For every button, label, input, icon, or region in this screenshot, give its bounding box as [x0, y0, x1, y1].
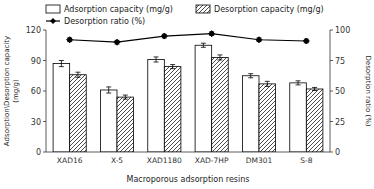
bar	[117, 97, 134, 152]
y2-tick	[330, 60, 333, 61]
y-tick-label: 120	[26, 26, 41, 35]
legend-swatch	[46, 5, 60, 13]
y2-tick-label: 50	[335, 87, 345, 96]
legend: Adsorption capacity (mg/g) Desorption cap…	[46, 5, 324, 26]
y-tick	[43, 91, 46, 92]
x-axis-line	[46, 152, 330, 153]
error-bar	[59, 61, 64, 67]
x-tick-label: XAD-7HP	[195, 156, 229, 165]
bar	[212, 57, 229, 152]
y-tick	[43, 152, 46, 153]
y-tick	[43, 30, 46, 31]
error-bar	[217, 55, 222, 60]
bar	[164, 67, 181, 152]
error-bar	[312, 87, 317, 90]
legend-label: Desorption ratio (%)	[64, 17, 145, 26]
marker	[209, 31, 215, 37]
x-tick-label: X-5	[111, 156, 123, 165]
bar	[259, 84, 276, 152]
y-tick	[43, 121, 46, 122]
x-tick-label: XAD1180	[147, 156, 182, 165]
x-tick-label: DM301	[246, 156, 273, 165]
y2-tick	[330, 30, 333, 31]
y-axis-label: Adsorption\Desorption capacity(mg/g)	[3, 36, 20, 146]
marker	[114, 39, 120, 45]
legend-label: Adsorption capacity (mg/g)	[64, 5, 173, 14]
y-tick-label: 90	[31, 57, 41, 66]
bar	[70, 75, 87, 152]
error-bar	[170, 65, 175, 69]
error-bar	[248, 74, 253, 78]
legend-swatch	[196, 5, 210, 13]
chart: 0 30 60 90 120 0 25 50 75 100 XAD16 X-5 XAD1180 XAD-7…	[0, 0, 374, 189]
legend-marker	[50, 18, 56, 24]
marker	[303, 38, 309, 44]
marker	[256, 37, 262, 43]
axes: 0 30 60 90 120 0 25 50 75 100 XAD16 X-5 XAD1180 XAD-7…	[26, 26, 351, 165]
y-axis-label-line: Adsorption\Desorption capacity	[3, 36, 11, 146]
error-bar	[201, 43, 206, 47]
bar	[306, 89, 323, 152]
y2-tick	[330, 91, 333, 92]
y2-tick	[330, 152, 333, 153]
error-bar	[296, 81, 301, 85]
bar	[242, 76, 259, 152]
y2-axis-label: Desorption ratio (%)	[364, 55, 372, 126]
bar	[53, 64, 70, 152]
y2-tick-label: 0	[335, 148, 340, 157]
marker	[161, 33, 167, 39]
error-bar	[265, 81, 270, 86]
x-tick-label: XAD16	[57, 156, 83, 165]
legend-label: Desorption capacity (mg/g)	[214, 5, 324, 14]
plot-marks	[53, 31, 323, 152]
y2-tick-label: 75	[335, 57, 345, 66]
y-tick	[43, 60, 46, 61]
marker	[67, 37, 73, 43]
error-bar	[106, 87, 111, 93]
y2-tick-label: 25	[335, 118, 345, 127]
y2-tick	[330, 121, 333, 122]
bar	[100, 90, 117, 152]
line	[70, 34, 307, 43]
y-tick-label: 0	[36, 148, 41, 157]
y2-tick-label: 100	[335, 26, 350, 35]
bar	[290, 83, 307, 152]
error-bar	[123, 95, 128, 99]
bar	[148, 59, 165, 152]
bar	[195, 45, 212, 152]
y-tick-label: 30	[31, 118, 41, 127]
error-bar	[75, 72, 80, 77]
y-axis-label-line: (mg/g)	[12, 79, 20, 103]
x-axis-label: Macroporous adsorption resins	[127, 175, 250, 184]
y-tick-label: 60	[31, 87, 41, 96]
x-tick-label: S-8	[300, 156, 312, 165]
error-bar	[154, 57, 159, 62]
